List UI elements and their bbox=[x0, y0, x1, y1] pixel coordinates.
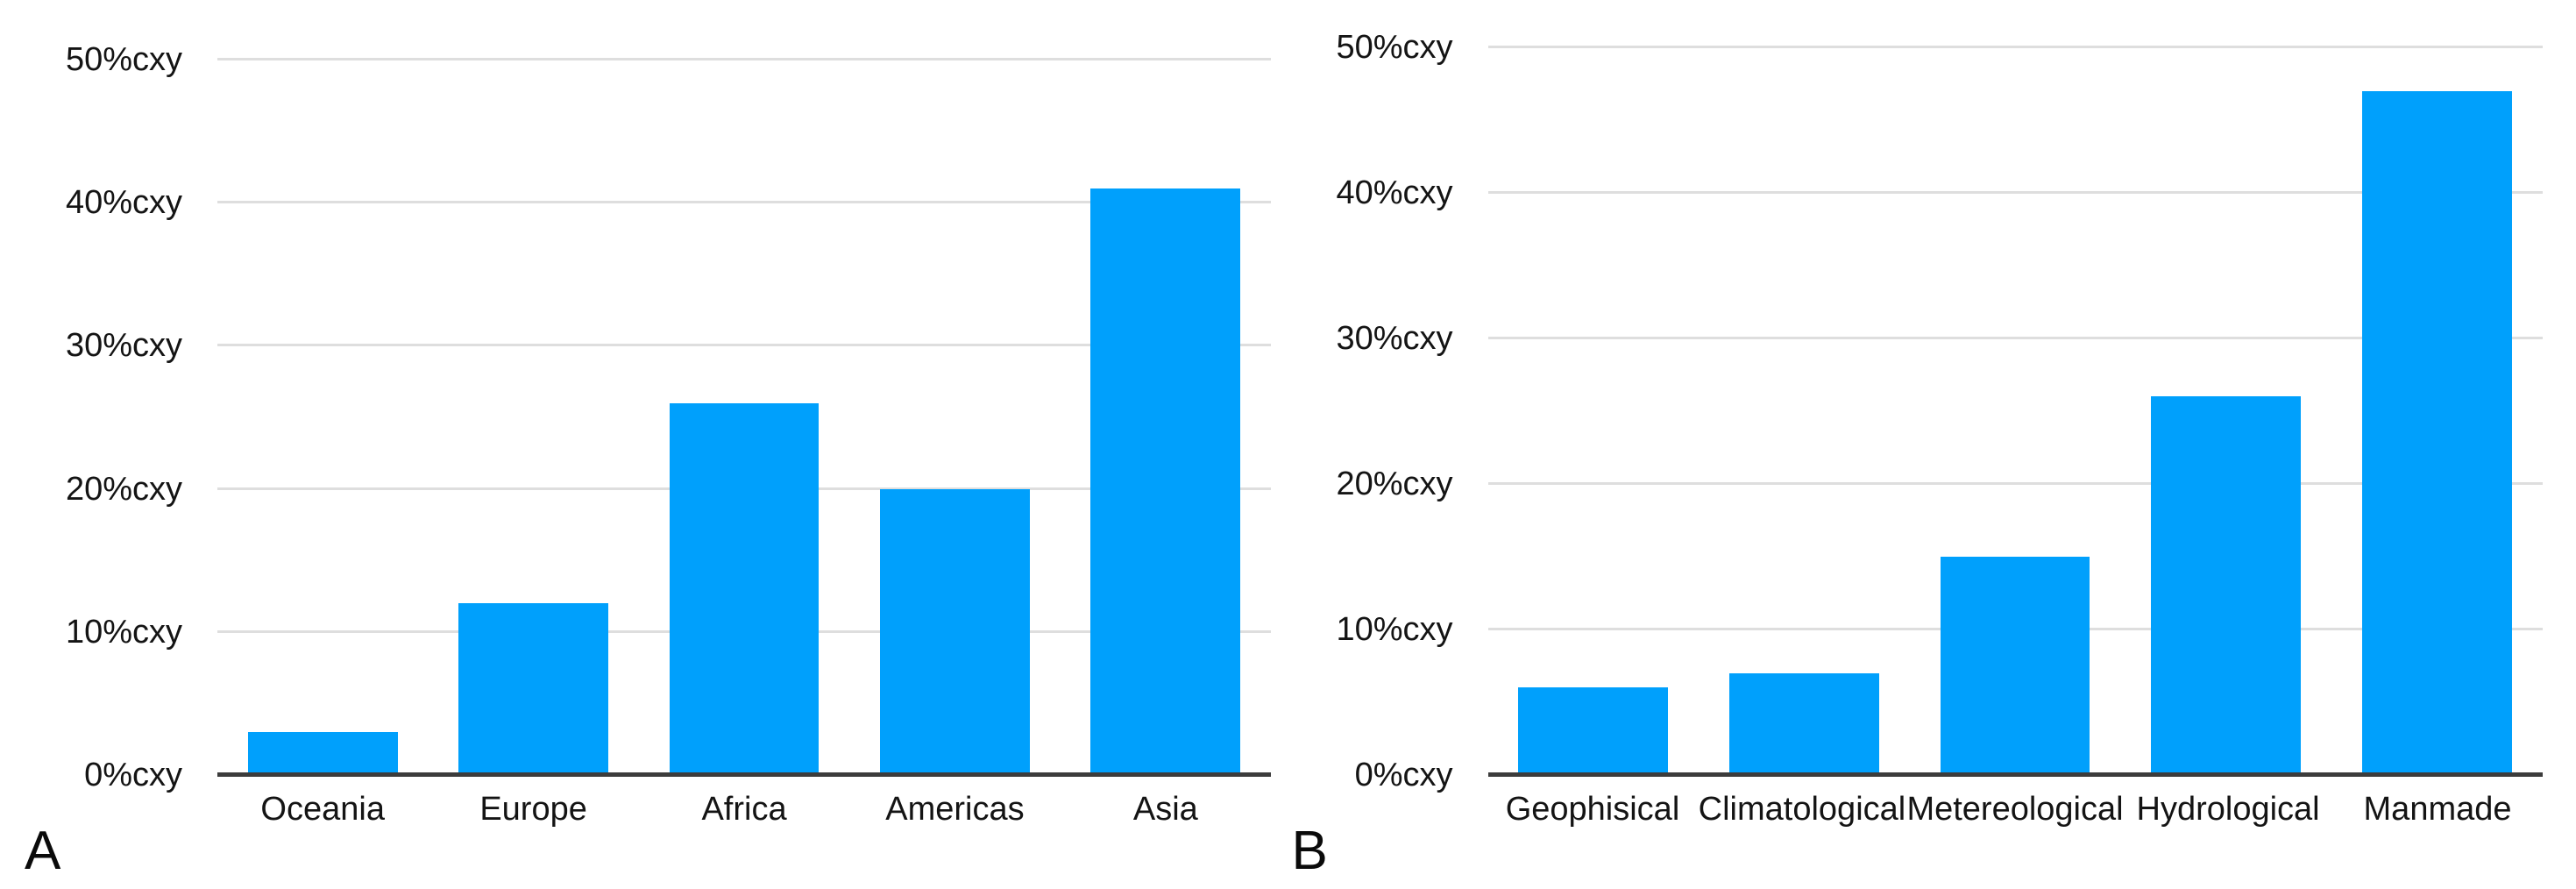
y-tick-label-10: 10%cxy bbox=[65, 613, 182, 651]
gridline-50 bbox=[217, 58, 1271, 60]
plot-area-a: 0%cxy 10%cxy 20%cxy 30%cxy 40%cxy 50%cxy Ocean… bbox=[66, 43, 1271, 828]
bar-slot-geophisical bbox=[1488, 47, 1700, 775]
bar-slot-europe bbox=[428, 60, 638, 775]
bars-row bbox=[217, 60, 1271, 775]
bar-hydrological bbox=[2151, 396, 2301, 775]
gridline-30 bbox=[1487, 337, 2543, 339]
x-labels-row: Geophisical Climatological Metereological H… bbox=[1488, 775, 2543, 830]
chart-panel-b: 0%cxy 10%cxy 20%cxy 30%cxy 40%cxy 50%cxy Geoph… bbox=[1288, 0, 2576, 889]
gridline-30 bbox=[217, 344, 1271, 347]
bar-geophisical bbox=[1518, 687, 1669, 775]
y-tick-label-10: 10%cxy bbox=[1336, 611, 1453, 648]
y-tick-label-20: 20%cxy bbox=[65, 470, 182, 508]
y-tick-label-50: 50%cxy bbox=[65, 41, 182, 78]
x-tick-label-africa: Africa bbox=[701, 791, 787, 828]
gridline-50 bbox=[1487, 46, 2543, 48]
panel-label-b: B bbox=[1291, 821, 1328, 881]
bar-slot-metereological bbox=[1910, 47, 2121, 775]
x-labels-row: Oceania Europe Africa Americas Asia bbox=[217, 775, 1271, 830]
y-tick-label-40: 40%cxy bbox=[65, 184, 182, 222]
gridline-40 bbox=[1487, 191, 2543, 194]
y-tick-label-0: 0%cxy bbox=[84, 757, 182, 793]
x-axis-line bbox=[217, 772, 1271, 777]
bar-slot-hydrological bbox=[2120, 47, 2331, 775]
bar-slot-oceania bbox=[217, 60, 428, 775]
y-tick-label-30: 30%cxy bbox=[65, 327, 182, 365]
panel-label-a: A bbox=[25, 821, 61, 881]
bar-slot-climatological bbox=[1699, 47, 1910, 775]
x-tick-label-hydrological: Hydrological bbox=[2136, 791, 2320, 828]
bar-manmade bbox=[2361, 90, 2512, 775]
bar-oceania bbox=[247, 732, 398, 775]
gridline-20 bbox=[1487, 482, 2543, 485]
x-axis-line bbox=[1487, 772, 2543, 777]
bar-climatological bbox=[1728, 672, 1879, 775]
chart-panel-a: 0%cxy 10%cxy 20%cxy 30%cxy 40%cxy 50%cxy Ocean… bbox=[25, 43, 1271, 881]
bar-asia bbox=[1090, 188, 1241, 775]
bar-americas bbox=[880, 488, 1030, 775]
bar-slot-asia bbox=[1061, 60, 1271, 775]
x-tick-label-metereological: Metereological bbox=[1906, 791, 2124, 828]
plot-area-b: 0%cxy 10%cxy 20%cxy 30%cxy 40%cxy 50%cxy Geoph… bbox=[1336, 31, 2543, 828]
y-tick-label-50: 50%cxy bbox=[1336, 29, 1453, 66]
y-tick-label-0: 0%cxy bbox=[1354, 757, 1453, 793]
x-tick-label-asia: Asia bbox=[1132, 791, 1198, 828]
x-tick-label-climatological: Climatological bbox=[1698, 791, 1906, 828]
bar-slot-americas bbox=[849, 60, 1060, 775]
x-tick-label-geophisical: Geophisical bbox=[1505, 791, 1680, 828]
y-tick-label-30: 30%cxy bbox=[1336, 320, 1453, 357]
bar-africa bbox=[669, 402, 820, 775]
x-tick-label-americas: Americas bbox=[885, 791, 1025, 828]
y-tick-label-40: 40%cxy bbox=[1336, 174, 1453, 211]
gridline-40 bbox=[217, 201, 1271, 204]
x-tick-label-oceania: Oceania bbox=[260, 791, 385, 828]
bar-slot-africa bbox=[639, 60, 849, 775]
bar-slot-manmade bbox=[2331, 47, 2543, 775]
y-tick-label-20: 20%cxy bbox=[1336, 466, 1453, 502]
x-tick-label-manmade: Manmade bbox=[2363, 791, 2512, 828]
x-tick-label-europe: Europe bbox=[479, 791, 587, 828]
bar-europe bbox=[458, 603, 608, 775]
bar-metereological bbox=[1940, 557, 2090, 775]
bars-row bbox=[1488, 47, 2543, 775]
